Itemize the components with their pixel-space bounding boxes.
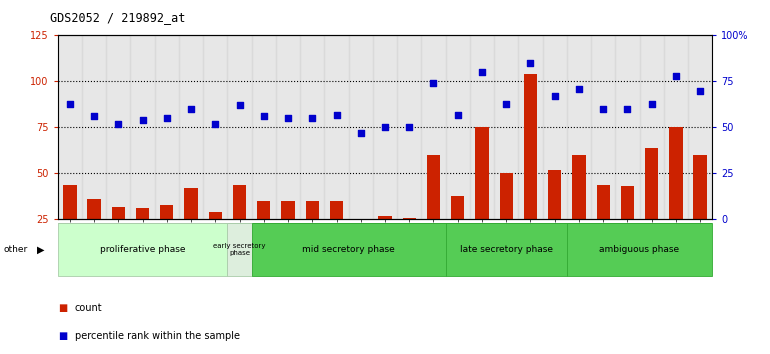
Bar — [58, 223, 227, 276]
Bar — [640, 35, 664, 219]
Bar — [179, 35, 203, 219]
Bar — [524, 74, 537, 219]
Point — [330, 112, 343, 118]
Bar — [324, 35, 349, 219]
Bar — [446, 35, 470, 219]
Point — [209, 121, 222, 127]
Point — [597, 106, 609, 112]
Bar — [233, 184, 246, 219]
Bar — [203, 35, 227, 219]
Point — [282, 115, 294, 121]
Point — [427, 80, 440, 86]
Bar — [63, 184, 76, 219]
Bar — [567, 35, 591, 219]
Point — [524, 60, 537, 66]
Point — [112, 121, 125, 127]
Point — [670, 73, 682, 79]
Bar — [475, 127, 489, 219]
Bar — [58, 35, 82, 219]
Bar — [518, 35, 543, 219]
Bar — [421, 35, 446, 219]
Text: count: count — [75, 303, 102, 313]
Point — [306, 115, 319, 121]
Bar — [155, 35, 179, 219]
Bar — [160, 205, 173, 219]
Point — [185, 106, 197, 112]
Bar — [597, 184, 610, 219]
Point — [136, 117, 149, 123]
Point — [621, 106, 634, 112]
Bar — [645, 148, 658, 219]
Bar — [252, 223, 446, 276]
Point — [233, 103, 246, 108]
Bar — [349, 35, 373, 219]
Bar — [615, 35, 640, 219]
Text: early secretory
phase: early secretory phase — [213, 243, 266, 256]
Text: GDS2052 / 219892_at: GDS2052 / 219892_at — [50, 11, 186, 24]
Bar — [591, 35, 615, 219]
Point — [476, 69, 488, 75]
Point — [88, 114, 100, 119]
Text: ▶: ▶ — [37, 245, 45, 255]
Bar — [136, 209, 149, 219]
Bar — [664, 35, 688, 219]
Point — [379, 125, 391, 130]
Bar — [227, 223, 252, 276]
Point — [64, 101, 76, 106]
Text: ■: ■ — [58, 303, 67, 313]
Bar — [300, 35, 324, 219]
Bar — [403, 218, 416, 219]
Bar — [82, 35, 106, 219]
Point — [451, 112, 464, 118]
Bar — [621, 186, 634, 219]
Bar — [378, 216, 392, 219]
Point — [573, 86, 585, 92]
Text: late secretory phase: late secretory phase — [460, 245, 553, 254]
Bar — [572, 155, 586, 219]
Bar — [427, 155, 440, 219]
Bar — [112, 207, 125, 219]
Bar — [209, 212, 222, 219]
Bar — [257, 201, 270, 219]
Bar — [548, 170, 561, 219]
Text: ■: ■ — [58, 331, 67, 341]
Bar — [88, 199, 101, 219]
Text: percentile rank within the sample: percentile rank within the sample — [75, 331, 239, 341]
Text: mid secretory phase: mid secretory phase — [303, 245, 395, 254]
Point — [161, 115, 173, 121]
Bar — [397, 35, 421, 219]
Bar — [281, 201, 295, 219]
Bar — [494, 35, 518, 219]
Bar — [184, 188, 198, 219]
Bar — [373, 35, 397, 219]
Bar — [500, 173, 513, 219]
Bar — [276, 35, 300, 219]
Bar — [130, 35, 155, 219]
Bar — [451, 195, 464, 219]
Point — [500, 101, 512, 106]
Point — [403, 125, 415, 130]
Bar — [354, 219, 367, 221]
Point — [355, 130, 367, 136]
Point — [645, 101, 658, 106]
Bar — [252, 35, 276, 219]
Text: ambiguous phase: ambiguous phase — [600, 245, 680, 254]
Bar — [470, 35, 494, 219]
Point — [694, 88, 706, 93]
Bar — [688, 35, 712, 219]
Text: other: other — [4, 245, 28, 254]
Bar — [669, 127, 682, 219]
Bar — [446, 223, 567, 276]
Bar — [227, 35, 252, 219]
Bar — [330, 201, 343, 219]
Point — [258, 114, 270, 119]
Bar — [106, 35, 130, 219]
Bar — [694, 155, 707, 219]
Bar — [567, 223, 712, 276]
Text: proliferative phase: proliferative phase — [100, 245, 186, 254]
Point — [548, 93, 561, 99]
Bar — [543, 35, 567, 219]
Bar — [306, 201, 319, 219]
